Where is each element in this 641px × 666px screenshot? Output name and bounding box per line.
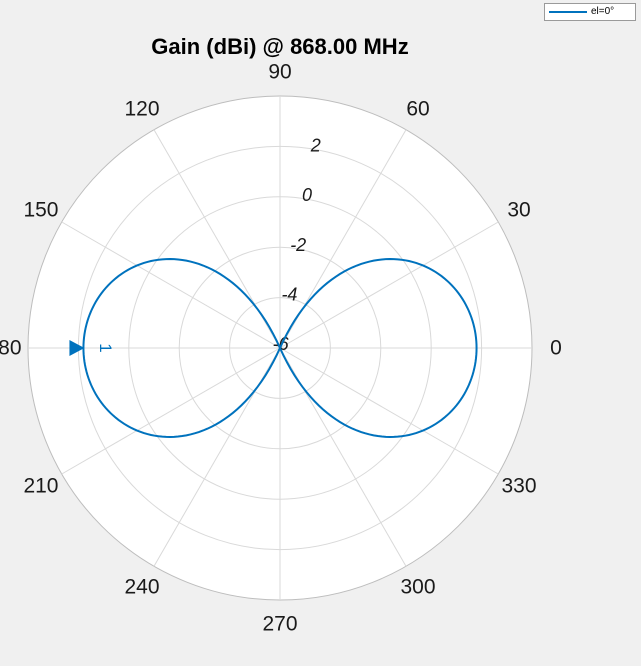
marker-label: 1 bbox=[96, 343, 115, 352]
angle-tick-label: 210 bbox=[23, 475, 58, 498]
angle-tick-label: 330 bbox=[501, 475, 536, 498]
angle-tick-label: 30 bbox=[507, 199, 530, 222]
radial-tick-label: 0 bbox=[302, 185, 312, 205]
chart-title: Gain (dBi) @ 868.00 MHz bbox=[151, 34, 409, 59]
grid-spoke bbox=[279, 221, 499, 349]
grid-spoke bbox=[61, 221, 281, 349]
grid-spoke bbox=[279, 347, 499, 475]
angle-tick-label: 270 bbox=[262, 613, 297, 636]
angle-tick-label: 150 bbox=[23, 199, 58, 222]
angle-tick-label: 90 bbox=[268, 61, 291, 84]
angle-tick-labels: 0306090120150180210240270300330 bbox=[0, 61, 562, 636]
peak-marker[interactable]: 1 bbox=[69, 340, 115, 356]
radial-tick-label: -2 bbox=[290, 235, 306, 255]
legend-entry-el0: el=0° bbox=[591, 6, 615, 17]
radial-tick-label: 2 bbox=[310, 136, 321, 156]
angle-tick-label: 240 bbox=[124, 576, 159, 599]
grid-spoke bbox=[61, 347, 281, 475]
radial-tick-label: -4 bbox=[281, 284, 297, 304]
angle-tick-label: 120 bbox=[124, 97, 159, 120]
angle-tick-label: 180 bbox=[0, 337, 22, 360]
legend-line-swatch bbox=[549, 11, 587, 13]
angle-tick-label: 300 bbox=[400, 576, 435, 599]
angle-tick-label: 0 bbox=[550, 337, 562, 360]
legend[interactable]: el=0° bbox=[544, 3, 636, 21]
marker-triangle[interactable] bbox=[69, 340, 85, 356]
angle-tick-label: 60 bbox=[406, 97, 429, 120]
